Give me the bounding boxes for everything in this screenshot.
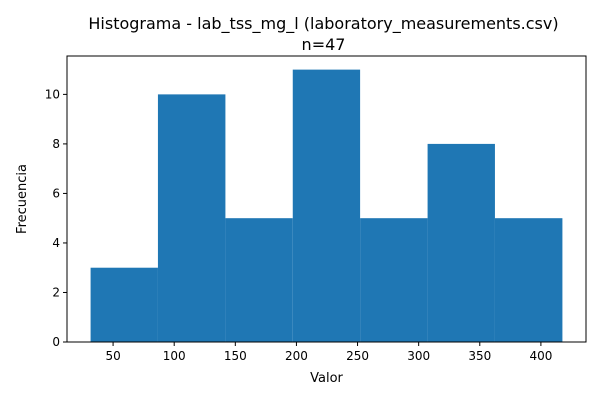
x-tick-label: 150	[224, 349, 247, 363]
histogram-bar	[225, 218, 293, 342]
histogram-bar	[427, 143, 495, 342]
y-tick-label: 2	[52, 285, 60, 299]
x-tick-label: 100	[163, 349, 186, 363]
x-tick-label: 300	[407, 349, 430, 363]
y-tick-label: 8	[52, 137, 60, 151]
y-tick-label: 4	[52, 236, 60, 250]
bars-group	[90, 69, 563, 343]
histogram-bar	[360, 218, 428, 342]
histogram-bar	[157, 94, 226, 342]
y-axis-ticks: 0 2 4 6 8 10	[45, 87, 67, 349]
plot-frame	[66, 55, 587, 343]
y-tick-label: 0	[52, 335, 60, 349]
histogram-bar	[494, 218, 563, 342]
y-tick-label: 6	[52, 186, 60, 200]
x-tick-label: 200	[285, 349, 308, 363]
x-axis-label: Valor	[310, 371, 343, 386]
histogram-bar	[292, 69, 361, 343]
x-tick-label: 350	[468, 349, 491, 363]
chart-title: Histograma - lab_tss_mg_l (laboratory_me…	[88, 14, 558, 34]
x-tick-label: 400	[529, 349, 552, 363]
chart-subtitle: n=47	[302, 35, 346, 54]
x-tick-label: 250	[346, 349, 369, 363]
x-axis-ticks: 50 100 150 200 250 300 350 400	[105, 342, 552, 363]
y-tick-label: 10	[45, 87, 60, 101]
histogram-bar	[90, 267, 158, 342]
y-axis-label: Frecuencia	[15, 164, 30, 234]
x-tick-label: 50	[105, 349, 120, 363]
